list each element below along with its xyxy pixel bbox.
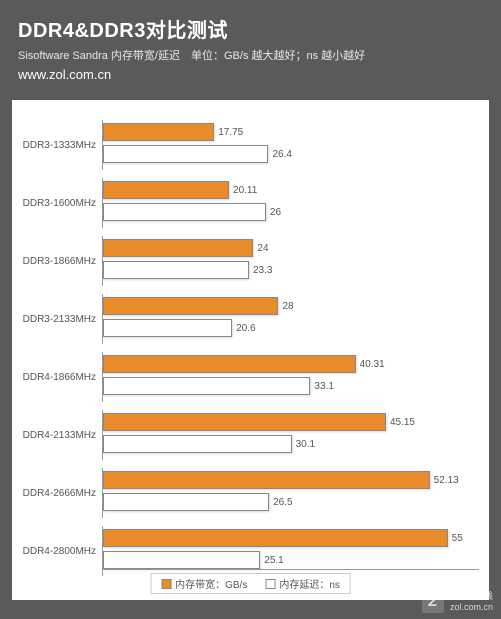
bar-value: 17.75 [218,127,243,138]
bar [103,145,268,163]
bar-row: DDR3-2133MHz 28 20.6 [12,294,479,344]
bar-group: 40.31 33.1 [102,352,479,402]
bar-value: 20.11 [233,185,257,196]
bar-value: 20.6 [236,323,255,334]
bar-value: 23.3 [253,265,272,276]
bar-value: 26 [270,207,281,218]
bar [103,435,292,453]
bar-value: 45.15 [390,417,415,428]
category-label: DDR4-2133MHz [12,430,102,441]
bar-value: 25.1 [264,555,283,566]
category-label: DDR4-1866MHz [12,372,102,383]
bar-row: DDR3-1333MHz 17.75 26.4 [12,120,479,170]
bar [103,181,229,199]
bar-value: 55 [452,533,463,544]
watermark: Z 中关村在线 zol.com.cn [422,591,493,613]
legend: 内存带宽：GB/s 内存延迟：ns [150,573,351,594]
bar [103,493,269,511]
bar-value: 26.4 [272,149,291,160]
bar-value: 26.5 [273,497,292,508]
legend-label-bandwidth: 内存带宽：GB/s [175,576,247,591]
bar-group: 20.11 26 [102,178,479,228]
bar-value: 28 [282,301,293,312]
bar-wrap: 24 [103,238,479,258]
bar-wrap: 20.11 [103,180,479,200]
chart-title: DDR4&DDR3对比测试 [18,14,483,43]
category-label: DDR3-2133MHz [12,314,102,325]
bar-rows: DDR3-1333MHz 17.75 26.4 DDR3-1600MHz 20.11 26… [12,120,479,576]
bar-group: 17.75 26.4 [102,120,479,170]
bar-wrap: 40.31 [103,354,479,374]
bar [103,551,260,569]
bar-group: 45.15 30.1 [102,410,479,460]
bar-wrap: 20.6 [103,318,479,338]
category-label: DDR3-1333MHz [12,140,102,151]
bar-row: DDR4-2666MHz 52.13 26.5 [12,468,479,518]
category-label: DDR3-1600MHz [12,198,102,209]
bar [103,529,448,547]
plot-area: DDR3-1333MHz 17.75 26.4 DDR3-1600MHz 20.11 26… [12,100,489,600]
bar-wrap: 17.75 [103,122,479,142]
bar-wrap: 23.3 [103,260,479,280]
bar [103,413,386,431]
bar-value: 30.1 [296,439,315,450]
bar [103,123,214,141]
chart-subtitle: Sisoftware Sandra 内存带宽/延迟 单位：GB/s 越大越好；n… [18,47,483,63]
bar-wrap: 55 [103,528,479,548]
bar-wrap: 26.5 [103,492,479,512]
watermark-text: 中关村在线 zol.com.cn [448,591,493,613]
category-label: DDR4-2800MHz [12,546,102,557]
category-label: DDR4-2666MHz [12,488,102,499]
bar-row: DDR3-1866MHz 24 23.3 [12,236,479,286]
bar-wrap: 28 [103,296,479,316]
watermark-logo: Z [422,591,444,613]
bar-wrap: 25.1 [103,550,479,570]
bar-value: 33.1 [314,381,333,392]
bar-wrap: 45.15 [103,412,479,432]
bar [103,239,253,257]
bar-row: DDR3-1600MHz 20.11 26 [12,178,479,228]
bar [103,203,266,221]
bar-value: 24 [257,243,268,254]
chart-header: DDR4&DDR3对比测试 Sisoftware Sandra 内存带宽/延迟 … [0,0,501,88]
legend-item-bandwidth: 内存带宽：GB/s [161,576,247,591]
bar-wrap: 26.4 [103,144,479,164]
bar [103,261,249,279]
bar-row: DDR4-1866MHz 40.31 33.1 [12,352,479,402]
bar [103,319,232,337]
bar-row: DDR4-2133MHz 45.15 30.1 [12,410,479,460]
bar-value: 52.13 [434,475,459,486]
chart-container: DDR4&DDR3对比测试 Sisoftware Sandra 内存带宽/延迟 … [0,0,501,619]
bar-wrap: 30.1 [103,434,479,454]
bar [103,377,310,395]
legend-label-latency: 内存延迟：ns [279,576,340,591]
bar [103,355,356,373]
bar-wrap: 52.13 [103,470,479,490]
bar-group: 28 20.6 [102,294,479,344]
bar [103,471,430,489]
legend-item-latency: 内存延迟：ns [265,576,340,591]
bar-wrap: 26 [103,202,479,222]
watermark-line1: 中关村在线 [448,591,493,602]
bar-group: 52.13 26.5 [102,468,479,518]
bar [103,297,278,315]
chart-source-url: www.zol.com.cn [18,67,483,82]
category-label: DDR3-1866MHz [12,256,102,267]
bar-value: 40.31 [360,359,385,370]
legend-swatch-bandwidth [161,579,171,589]
bar-group: 24 23.3 [102,236,479,286]
x-axis [102,569,479,570]
bar-wrap: 33.1 [103,376,479,396]
legend-swatch-latency [265,579,275,589]
watermark-line2: zol.com.cn [448,602,493,613]
